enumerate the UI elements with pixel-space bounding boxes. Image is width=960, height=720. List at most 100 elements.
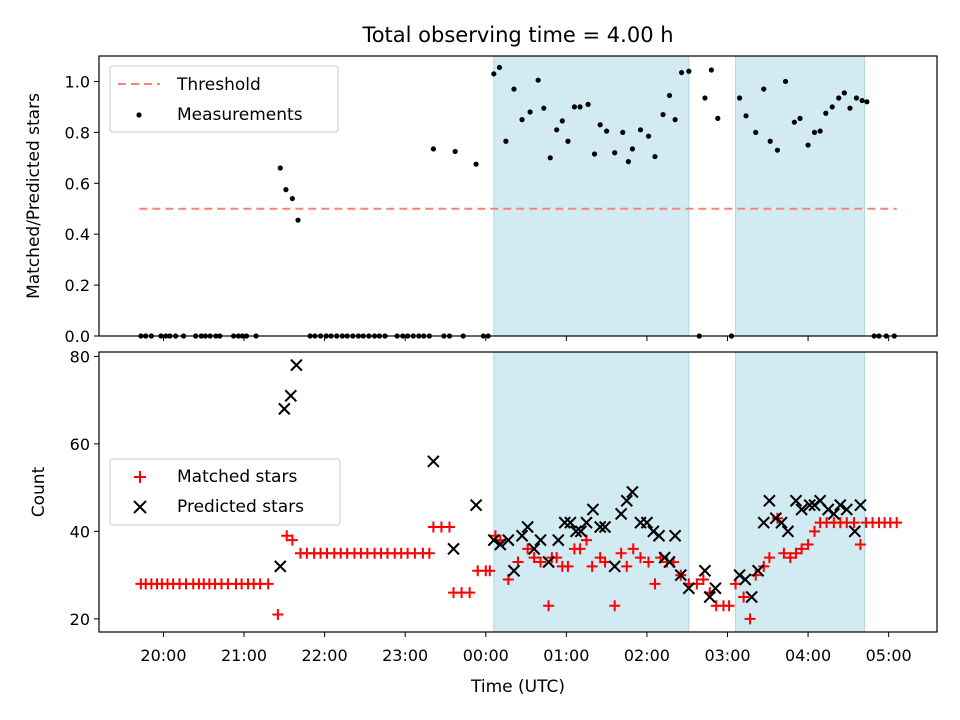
measurement-point bbox=[637, 127, 644, 133]
measurement-point bbox=[864, 99, 870, 105]
predicted-star-point bbox=[848, 525, 862, 538]
predicted-star-point bbox=[593, 520, 607, 534]
predicted-star-point bbox=[751, 564, 765, 577]
matched-star-point bbox=[891, 517, 903, 529]
bottom-x-tick-label: 03:00 bbox=[704, 646, 750, 665]
matched-star-point bbox=[750, 569, 762, 581]
measurement-point bbox=[577, 104, 583, 110]
predicted-star-point bbox=[564, 516, 577, 529]
predicted-star-point bbox=[781, 525, 795, 538]
bottom-x-ticks: 20:00 21:00 22:00 23:00 00:00 01:00 02:00 03:00… bbox=[140, 632, 912, 665]
bottom-x-tick-label: 00:00 bbox=[463, 646, 509, 665]
measurement-point bbox=[774, 147, 781, 153]
top-y-ticks: 0.0 0.2 0.4 0.6 0.8 1.0 bbox=[65, 72, 99, 346]
predicted-star-point bbox=[834, 498, 847, 512]
legend-matched-swatch bbox=[134, 471, 146, 483]
matched-star-point bbox=[796, 543, 808, 555]
predicted-star-point bbox=[598, 520, 612, 534]
bottom-axes-frame bbox=[98, 351, 938, 633]
bottom-legend-box bbox=[109, 458, 341, 526]
measurement-point bbox=[585, 101, 591, 107]
legend-predicted-swatch bbox=[133, 500, 147, 514]
measurement-point bbox=[791, 119, 797, 125]
measurement-point bbox=[527, 109, 533, 115]
measurement-point bbox=[853, 95, 860, 101]
matched-star-point bbox=[763, 552, 775, 564]
matched-star-point bbox=[621, 560, 633, 572]
predicted-star-point bbox=[652, 529, 666, 542]
top-shaded-interval-0 bbox=[493, 55, 690, 337]
matched-star-point bbox=[562, 560, 574, 572]
measurement-point bbox=[666, 92, 673, 99]
predicted-star-point bbox=[580, 516, 593, 529]
predicted-star-point bbox=[586, 503, 600, 516]
measurement-point bbox=[554, 127, 560, 133]
matched-star-point bbox=[586, 560, 598, 572]
predicted-star-point bbox=[608, 560, 621, 573]
measurement-point bbox=[473, 161, 479, 167]
top-shaded-interval-1 bbox=[735, 55, 865, 337]
matched-star-point bbox=[649, 578, 661, 590]
bottom-y-ticks: 20 40 60 80 bbox=[70, 347, 99, 629]
bottom-x-tick-label: 02:00 bbox=[624, 646, 670, 665]
measurement-point bbox=[736, 95, 743, 101]
measurement-point bbox=[823, 110, 829, 116]
measurement-point bbox=[715, 115, 721, 121]
measurement-point bbox=[841, 90, 847, 96]
matched-star-point bbox=[627, 543, 639, 555]
measurement-point bbox=[660, 111, 666, 118]
measurement-point bbox=[761, 86, 767, 92]
top-legend: Threshold Measurements bbox=[109, 65, 339, 133]
predicted-star-point bbox=[487, 533, 501, 547]
measurement-point bbox=[620, 129, 626, 135]
top-legend-box bbox=[109, 65, 339, 133]
measurement-point bbox=[702, 95, 708, 101]
top-panel: 0.0 0.2 0.4 0.6 0.8 1.0 Matched/Predicted sta… bbox=[24, 55, 938, 346]
matched-star-point bbox=[444, 521, 456, 533]
measurement-point bbox=[836, 95, 842, 101]
bottom-y-axis-label: Count bbox=[29, 466, 49, 517]
predicted-star-point bbox=[290, 358, 303, 372]
predicted-star-point bbox=[274, 560, 287, 573]
bottom-shaded-regions bbox=[493, 351, 865, 633]
predicted-star-point bbox=[640, 516, 654, 529]
measurement-point bbox=[753, 129, 759, 135]
matched-star-point bbox=[522, 543, 534, 555]
bottom-x-tick-label: 20:00 bbox=[140, 646, 186, 665]
measurement-point bbox=[859, 97, 865, 104]
chart-title: Total observing time = 4.00 h bbox=[361, 23, 673, 47]
matched-star-point bbox=[778, 547, 790, 559]
predicted-star-point bbox=[763, 494, 776, 507]
legend-measurements-swatch bbox=[136, 112, 142, 118]
measurement-point bbox=[782, 78, 789, 85]
matched-star-point bbox=[802, 539, 814, 550]
measurement-point bbox=[295, 217, 301, 223]
predicted-star-point bbox=[614, 507, 628, 521]
measurement-point bbox=[625, 159, 631, 165]
predicted-star-point bbox=[569, 525, 583, 538]
measurement-point bbox=[452, 148, 458, 155]
predicted-star-point bbox=[795, 503, 808, 516]
predicted-star-point bbox=[668, 529, 682, 542]
measurement-point bbox=[829, 104, 835, 110]
legend-threshold-label: Threshold bbox=[176, 75, 261, 95]
predicted-star-point bbox=[757, 516, 770, 529]
matched-star-point bbox=[543, 600, 555, 612]
predicted-star-point bbox=[682, 582, 696, 595]
matched-star-point bbox=[643, 556, 655, 568]
bottom-y-tick-label: 60 bbox=[70, 435, 90, 454]
measurement-point bbox=[283, 187, 289, 193]
matched-star-point bbox=[286, 534, 298, 546]
measurement-point bbox=[847, 105, 853, 111]
matched-star-point bbox=[738, 591, 750, 603]
bottom-y-tick-label: 80 bbox=[70, 347, 90, 366]
predicted-star-point bbox=[620, 494, 633, 507]
bottom-shaded-interval-0 bbox=[493, 351, 690, 633]
bottom-y-tick-label: 40 bbox=[70, 522, 90, 541]
matched-star-point bbox=[281, 530, 293, 542]
legend-predicted-label: Predicted stars bbox=[177, 497, 304, 517]
predicted-star-point bbox=[745, 590, 758, 604]
predicted-star-point bbox=[739, 573, 752, 586]
bottom-predicted-points bbox=[274, 358, 867, 604]
measurement-point bbox=[797, 115, 803, 121]
